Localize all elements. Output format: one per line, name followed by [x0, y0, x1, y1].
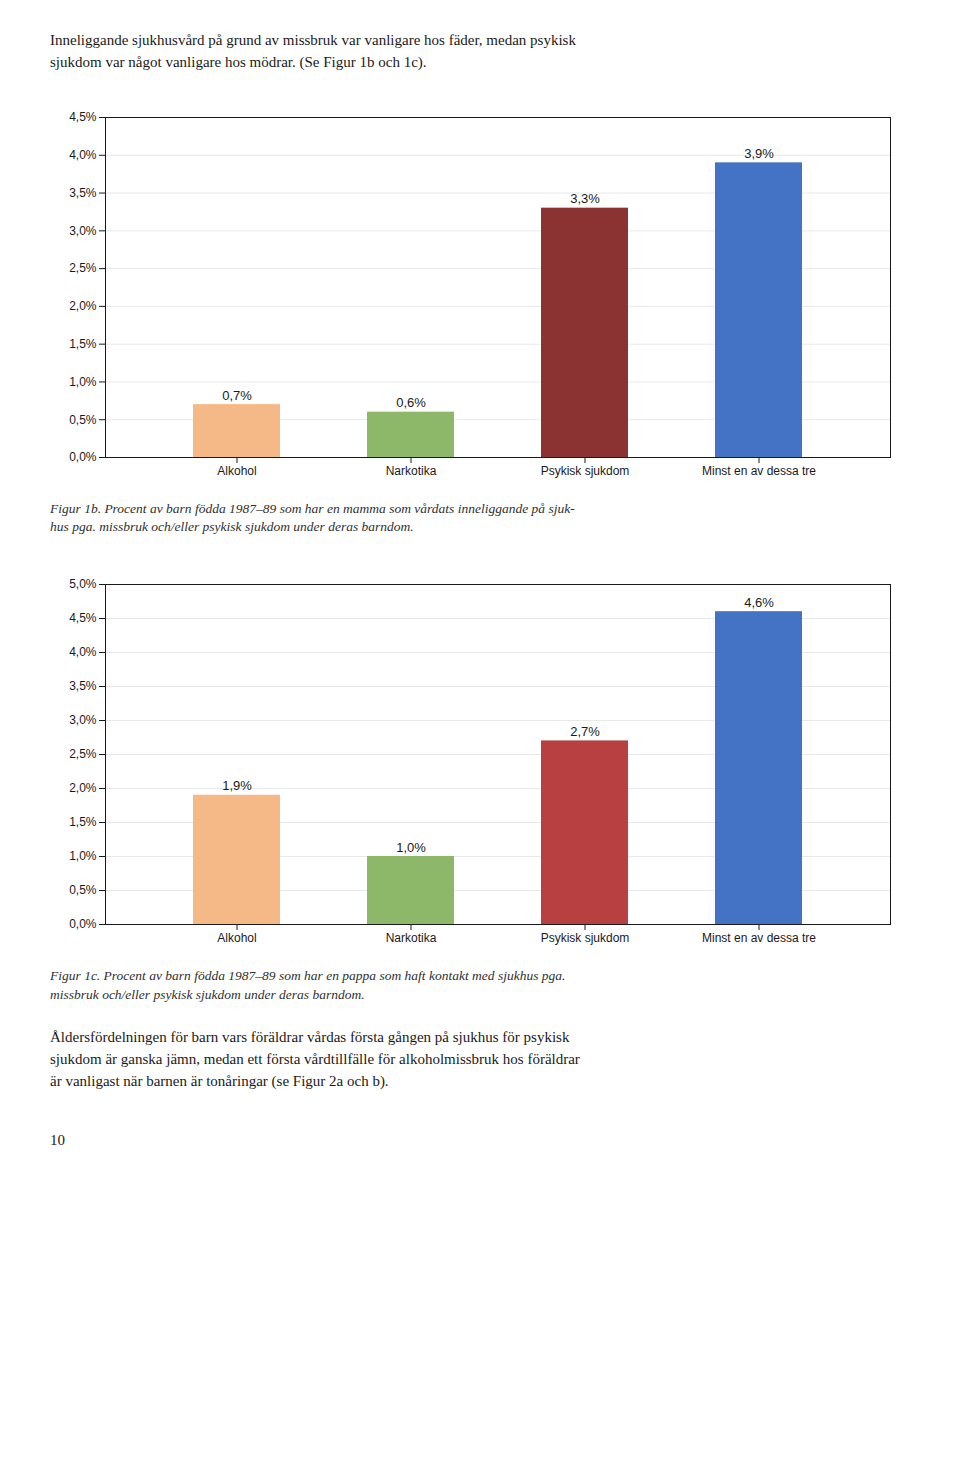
svg-text:0,7%: 0,7% [222, 387, 252, 402]
svg-text:Minst en av dessa tre: Minst en av dessa tre [702, 464, 816, 478]
svg-text:2,0%: 2,0% [69, 782, 97, 796]
html-text:sjukdom var något vanligare ho: sjukdom var något vanligare hos mödrar. … [50, 53, 427, 70]
svg-text:3,0%: 3,0% [69, 714, 97, 728]
svg-text:Psykisk sjukdom: Psykisk sjukdom [541, 931, 630, 945]
svg-text:2,0%: 2,0% [69, 299, 97, 313]
html-text:sjukdom är ganska jämn, medan: sjukdom är ganska jämn, medan ett första… [50, 1050, 580, 1067]
svg-text:2,5%: 2,5% [69, 748, 97, 762]
svg-text:1,5%: 1,5% [69, 337, 97, 351]
svg-text:1,0%: 1,0% [69, 850, 97, 864]
html-text:10: 10 [50, 1132, 65, 1149]
svg-text:Narkotika: Narkotika [386, 931, 437, 945]
svg-text:3,5%: 3,5% [69, 185, 97, 199]
svg-text:2,5%: 2,5% [69, 261, 97, 275]
svg-text:0,0%: 0,0% [69, 450, 97, 464]
html-text:Figur 1b. Procent av barn född: Figur 1b. Procent av barn födda 1987–89 … [50, 500, 575, 516]
html-text:Åldersfördelningen för barn va: Åldersfördelningen för barn vars föräldr… [50, 1029, 570, 1046]
svg-text:Minst en av dessa tre: Minst en av dessa tre [702, 931, 816, 945]
svg-text:0,5%: 0,5% [69, 412, 97, 426]
svg-text:3,5%: 3,5% [69, 680, 97, 694]
html-text:Figur 1c. Procent av barn född: Figur 1c. Procent av barn födda 1987–89 … [50, 968, 566, 984]
svg-text:Narkotika: Narkotika [386, 464, 437, 478]
html-text:Inneliggande sjukhusvård på gr: Inneliggande sjukhusvård på grund av mis… [50, 32, 576, 48]
svg-text:3,0%: 3,0% [69, 223, 97, 237]
svg-text:0,6%: 0,6% [396, 395, 426, 410]
svg-text:Alkohol: Alkohol [217, 931, 256, 945]
svg-text:4,5%: 4,5% [69, 110, 97, 124]
svg-text:0,5%: 0,5% [69, 884, 97, 898]
svg-text:Alkohol: Alkohol [217, 464, 256, 478]
svg-text:0,0%: 0,0% [69, 918, 97, 932]
svg-text:1,9%: 1,9% [222, 779, 252, 794]
svg-text:4,0%: 4,0% [69, 646, 97, 660]
svg-text:Psykisk sjukdom: Psykisk sjukdom [541, 464, 630, 478]
svg-text:3,3%: 3,3% [570, 191, 600, 206]
svg-text:3,9%: 3,9% [744, 145, 774, 160]
html-text:är vanligast när barnen är ton: är vanligast när barnen är tonåringar (s… [50, 1072, 389, 1089]
svg-text:5,0%: 5,0% [69, 578, 97, 592]
svg-text:1,5%: 1,5% [69, 816, 97, 830]
html-text:hus pga. missbruk och/eller ps: hus pga. missbruk och/eller psykisk sjuk… [50, 519, 414, 535]
svg-text:1,0%: 1,0% [69, 374, 97, 388]
svg-text:4,0%: 4,0% [69, 148, 97, 162]
svg-text:4,5%: 4,5% [69, 612, 97, 626]
svg-text:1,0%: 1,0% [396, 840, 426, 855]
svg-text:4,6%: 4,6% [744, 595, 774, 610]
svg-text:2,7%: 2,7% [570, 724, 600, 739]
html-text:missbruk och/eller psykisk sju: missbruk och/eller psykisk sjukdom under… [50, 987, 365, 1003]
